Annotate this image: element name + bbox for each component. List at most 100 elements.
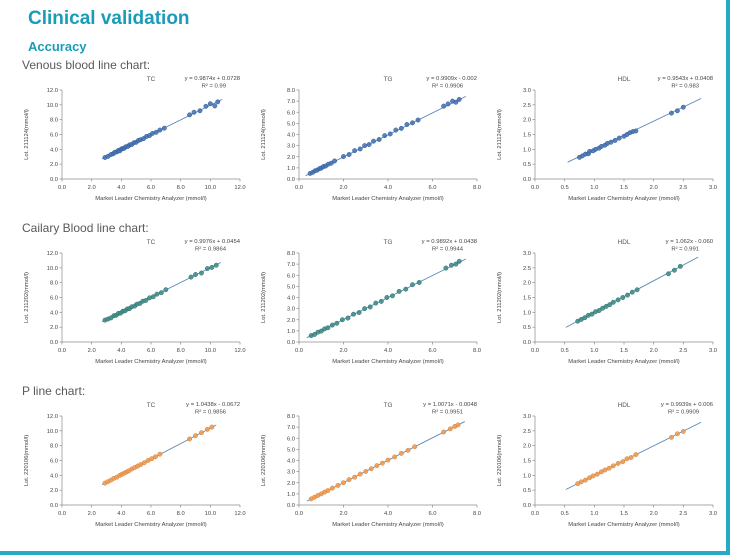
- svg-text:3.0: 3.0: [709, 511, 717, 517]
- svg-text:2.0: 2.0: [523, 118, 531, 124]
- svg-text:2.0: 2.0: [287, 318, 295, 324]
- svg-text:2.0: 2.0: [650, 185, 658, 191]
- svg-text:8.0: 8.0: [473, 348, 481, 354]
- svg-text:1.0: 1.0: [523, 473, 531, 479]
- svg-text:R² = 0.9906: R² = 0.9906: [432, 84, 464, 90]
- chart-pline-hdl: 0.0 0.5 1.0 1.5 2.0 2.5 3.0 0.0 0.5 1.0 1.5 2.0 2.5 3…: [493, 398, 724, 543]
- svg-text:4.0: 4.0: [117, 348, 125, 354]
- svg-text:4.0: 4.0: [287, 459, 295, 465]
- svg-text:y = 1.0438x - 0.0672: y = 1.0438x - 0.0672: [186, 402, 240, 408]
- chart-pline-tg: 0.0 1.0 2.0 3.0 4.0 5.0 6.0 7.0 8.0 0.0 2.0 4.0 6.0 8…: [257, 398, 488, 543]
- svg-text:0.0: 0.0: [531, 511, 539, 517]
- svg-text:0.0: 0.0: [287, 340, 295, 346]
- scatter-plot-svg: 0.0 0.5 1.0 1.5 2.0 2.5 3.0 0.0 0.5 1.0 1.5 2.0 2.5 3…: [497, 402, 717, 528]
- svg-text:Lot. 211124(mmol/l): Lot. 211124(mmol/l): [497, 109, 503, 160]
- svg-text:R² = 0.9864: R² = 0.9864: [195, 247, 227, 253]
- svg-text:1.0: 1.0: [591, 511, 599, 517]
- svg-text:6.0: 6.0: [287, 436, 295, 442]
- svg-text:HDL: HDL: [618, 76, 631, 83]
- svg-text:0.5: 0.5: [523, 162, 531, 168]
- svg-text:Market Leader Chemistry Analyz: Market Leader Chemistry Analyzer (mmol/l…: [332, 522, 444, 528]
- svg-text:2.5: 2.5: [523, 266, 531, 272]
- svg-text:R² = 0.9856: R² = 0.9856: [195, 410, 227, 416]
- svg-text:0.0: 0.0: [523, 177, 531, 183]
- svg-text:Market Leader Chemistry Analyz: Market Leader Chemistry Analyzer (mmol/l…: [569, 359, 681, 365]
- svg-text:1.5: 1.5: [620, 348, 628, 354]
- svg-text:Lot. 211124(mmol/l): Lot. 211124(mmol/l): [261, 109, 267, 160]
- svg-text:2.0: 2.0: [650, 348, 658, 354]
- svg-text:y = 0.9543x + 0.0408: y = 0.9543x + 0.0408: [658, 76, 714, 82]
- svg-text:3.0: 3.0: [523, 414, 531, 420]
- svg-text:1.0: 1.0: [523, 310, 531, 316]
- scatter-plot-svg: 0.0 2.0 4.0 6.0 8.0 10.0 12.0 0.0 2.0 4.0 6.0 8.0 10…: [24, 402, 246, 528]
- svg-text:4.0: 4.0: [50, 147, 58, 153]
- svg-text:TC: TC: [147, 76, 156, 83]
- svg-text:0.0: 0.0: [295, 348, 303, 354]
- svg-text:5.0: 5.0: [287, 284, 295, 290]
- page-title: Clinical validation: [28, 8, 190, 29]
- svg-text:8.0: 8.0: [287, 251, 295, 257]
- svg-text:6.0: 6.0: [428, 348, 436, 354]
- chart-row-venous: 0.0 2.0 4.0 6.0 8.0 10.0 12.0 0.0 2.0 4.0 6.0 8.0 10…: [20, 72, 724, 217]
- svg-text:R² = 0.9909: R² = 0.9909: [668, 410, 699, 416]
- svg-text:4.0: 4.0: [117, 511, 125, 517]
- svg-text:1.5: 1.5: [523, 133, 531, 139]
- chart-venous-tc: 0.0 2.0 4.0 6.0 8.0 10.0 12.0 0.0 2.0 4.0 6.0 8.0 10…: [20, 72, 251, 217]
- chart-venous-hdl: 0.0 0.5 1.0 1.5 2.0 2.5 3.0 0.0 0.5 1.0 1.5 2.0 2.5 3…: [493, 72, 724, 217]
- svg-text:y = 1.0071x - 0.0048: y = 1.0071x - 0.0048: [423, 402, 478, 408]
- svg-text:12.0: 12.0: [47, 88, 58, 94]
- svg-text:y = 0.9939x + 0.006: y = 0.9939x + 0.006: [661, 402, 714, 408]
- svg-text:4.0: 4.0: [384, 348, 392, 354]
- svg-text:2.0: 2.0: [88, 348, 96, 354]
- svg-text:10.0: 10.0: [205, 185, 216, 191]
- svg-text:0.0: 0.0: [523, 340, 531, 346]
- svg-text:TC: TC: [147, 239, 156, 246]
- svg-text:Market Leader Chemistry Analyz: Market Leader Chemistry Analyzer (mmol/l…: [95, 196, 207, 202]
- svg-text:y = 0.9909x - 0.002: y = 0.9909x - 0.002: [426, 76, 477, 82]
- svg-text:R² = 0.983: R² = 0.983: [672, 84, 700, 90]
- svg-text:0.0: 0.0: [531, 185, 539, 191]
- svg-text:0.0: 0.0: [287, 503, 295, 509]
- svg-text:y = 1.062x - 0.060: y = 1.062x - 0.060: [666, 239, 714, 245]
- svg-text:2.0: 2.0: [523, 281, 531, 287]
- svg-text:3.0: 3.0: [287, 307, 295, 313]
- svg-text:R² = 0.99: R² = 0.99: [202, 84, 226, 90]
- svg-text:1.0: 1.0: [287, 492, 295, 498]
- section-cailary-blood: Cailary Blood line chart: 0.0 2.0 4.0 6.0 8.…: [20, 221, 724, 380]
- svg-text:6.0: 6.0: [428, 511, 436, 517]
- svg-text:2.0: 2.0: [650, 511, 658, 517]
- svg-text:6.0: 6.0: [147, 185, 155, 191]
- svg-text:8.0: 8.0: [287, 88, 295, 94]
- svg-text:0.5: 0.5: [561, 348, 569, 354]
- svg-text:2.0: 2.0: [50, 162, 58, 168]
- svg-text:0.0: 0.0: [50, 177, 58, 183]
- svg-text:Lot. 211124(mmol/l): Lot. 211124(mmol/l): [24, 109, 30, 160]
- svg-text:10.0: 10.0: [47, 266, 58, 272]
- svg-text:4.0: 4.0: [50, 473, 58, 479]
- svg-text:8.0: 8.0: [287, 414, 295, 420]
- scatter-plot-svg: 0.0 2.0 4.0 6.0 8.0 10.0 12.0 0.0 2.0 4.0 6.0 8.0 10…: [24, 239, 246, 365]
- svg-text:2.0: 2.0: [339, 511, 347, 517]
- svg-text:6.0: 6.0: [50, 296, 58, 302]
- svg-text:2.5: 2.5: [523, 103, 531, 109]
- scatter-plot-svg: 0.0 0.5 1.0 1.5 2.0 2.5 3.0 0.0 0.5 1.0 1.5 2.0 2.5 3…: [497, 239, 717, 365]
- svg-text:3.0: 3.0: [287, 144, 295, 150]
- svg-text:1.0: 1.0: [523, 147, 531, 153]
- chart-cailary-hdl: 0.0 0.5 1.0 1.5 2.0 2.5 3.0 0.0 0.5 1.0 1.5 2.0 2.5 3…: [493, 235, 724, 380]
- svg-text:10.0: 10.0: [47, 103, 58, 109]
- svg-text:1.5: 1.5: [620, 511, 628, 517]
- svg-text:Lot. 211202(mmol/l): Lot. 211202(mmol/l): [24, 272, 30, 323]
- svg-text:8.0: 8.0: [473, 185, 481, 191]
- svg-text:8.0: 8.0: [50, 281, 58, 287]
- svg-text:3.0: 3.0: [709, 185, 717, 191]
- svg-text:0.5: 0.5: [561, 185, 569, 191]
- chart-venous-tg: 0.0 1.0 2.0 3.0 4.0 5.0 6.0 7.0 8.0 0.0 2.0 4.0 6.0 8…: [257, 72, 488, 217]
- svg-text:4.0: 4.0: [50, 310, 58, 316]
- svg-text:2.0: 2.0: [287, 155, 295, 161]
- svg-text:0.0: 0.0: [287, 177, 295, 183]
- svg-text:0.0: 0.0: [50, 340, 58, 346]
- svg-text:3.0: 3.0: [287, 470, 295, 476]
- svg-text:4.0: 4.0: [287, 296, 295, 302]
- svg-text:0.5: 0.5: [561, 511, 569, 517]
